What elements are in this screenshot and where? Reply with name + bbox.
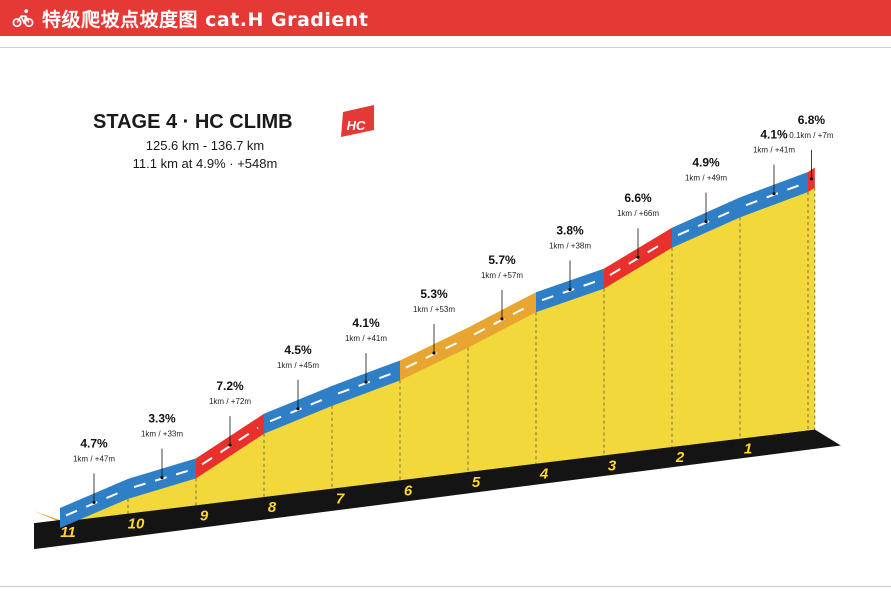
- label-dot: [160, 476, 164, 480]
- bottom-divider: [0, 586, 891, 587]
- gradient-profile-chart: 4.7% 1km / +47m 3.3% 1km / +33m 7.2% 1km / +7…: [34, 105, 841, 550]
- gradient-value: 6.8%: [798, 113, 826, 127]
- label-dot: [364, 380, 368, 384]
- gradient-detail: 1km / +47m: [73, 454, 115, 463]
- hc-badge-label: HC: [347, 118, 366, 133]
- gradient-detail: 1km / +57m: [481, 271, 523, 280]
- page-title: 特级爬坡点坡度图 cat.H Gradient: [42, 8, 369, 31]
- label-dot: [809, 177, 814, 181]
- gradient-detail: 1km / +45m: [277, 361, 319, 370]
- label-dot: [500, 317, 504, 321]
- km-labels: 11 10 9 8 7 6 5 4 3 2 1: [60, 441, 752, 541]
- km-dividers: [127, 187, 816, 514]
- gradient-value: 4.1%: [760, 128, 788, 142]
- gradient-value: 4.1%: [352, 316, 380, 330]
- km-label: 11: [60, 524, 76, 541]
- gradient-detail: 1km / +33m: [141, 430, 183, 439]
- gradient-value: 6.6%: [624, 191, 652, 205]
- stage-range: 125.6 km - 136.7 km: [146, 138, 265, 153]
- km-label: 1: [744, 441, 752, 458]
- base-band: [34, 429, 841, 550]
- km-label: 10: [128, 516, 145, 533]
- label-ticks: [92, 149, 814, 505]
- gradient-value: 4.5%: [284, 343, 312, 357]
- km-label: 8: [268, 499, 277, 516]
- gradient-value: 3.3%: [148, 412, 176, 426]
- gradient-value: 4.7%: [80, 436, 108, 450]
- gradient-value: 7.2%: [216, 379, 244, 393]
- gradient-detail: 1km / +66m: [617, 209, 659, 218]
- label-dot: [636, 255, 640, 259]
- gradient-detail: 1km / +41m: [345, 334, 387, 343]
- gradient-detail: 1km / +72m: [209, 397, 251, 406]
- gradient-detail: 1km / +38m: [549, 241, 591, 250]
- gradient-detail: 0.1km / +7m: [789, 131, 834, 140]
- km-label: 7: [336, 491, 345, 508]
- km-label: 4: [539, 466, 549, 483]
- gradient-value: 5.7%: [488, 253, 516, 267]
- cyclist-icon: [12, 9, 34, 28]
- gradient-detail: 1km / +41m: [753, 146, 795, 155]
- label-dot: [772, 192, 776, 196]
- gradient-value: 3.8%: [556, 223, 584, 237]
- gradient-labels: 4.7% 1km / +47m 3.3% 1km / +33m 7.2% 1km / +7…: [73, 113, 834, 464]
- base-strip: [34, 429, 841, 550]
- gradient-value: 5.3%: [420, 287, 448, 301]
- gradient-value: 4.9%: [692, 156, 720, 170]
- gradient-detail: 1km / +49m: [685, 174, 727, 183]
- label-dot: [296, 407, 300, 411]
- top-divider: [0, 47, 891, 48]
- gradient-detail: 1km / +53m: [413, 305, 455, 314]
- header-bar: 特级爬坡点坡度图 cat.H Gradient: [0, 0, 891, 36]
- label-dot: [432, 351, 436, 355]
- km-label: 9: [200, 507, 209, 524]
- km-label: 5: [472, 474, 481, 491]
- km-label: 3: [608, 457, 617, 474]
- km-label: 2: [675, 449, 685, 466]
- label-dot: [704, 219, 708, 224]
- hc-badge: HC: [341, 105, 374, 137]
- label-dot: [568, 287, 572, 292]
- label-dot: [228, 443, 232, 447]
- lead-in-road: [34, 511, 60, 522]
- km-label: 6: [404, 482, 413, 499]
- label-dot: [92, 500, 96, 505]
- stage-title: STAGE 4 · HC CLIMB: [93, 111, 293, 133]
- stage-summary: 11.1 km at 4.9% · +548m: [133, 156, 278, 171]
